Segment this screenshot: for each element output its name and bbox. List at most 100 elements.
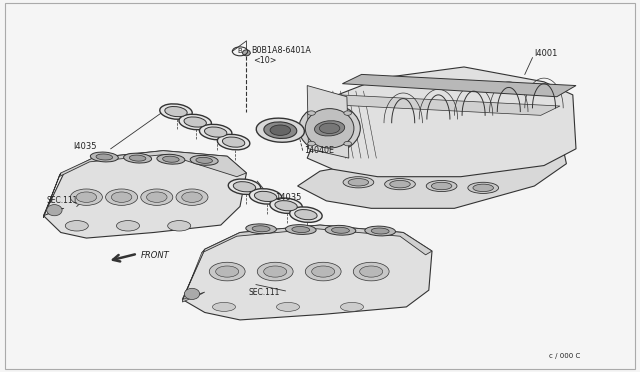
Ellipse shape: [168, 221, 191, 231]
Ellipse shape: [344, 141, 351, 146]
Ellipse shape: [299, 104, 360, 153]
Ellipse shape: [473, 184, 493, 192]
Ellipse shape: [184, 117, 206, 127]
Ellipse shape: [305, 109, 354, 148]
Ellipse shape: [332, 227, 349, 233]
Ellipse shape: [196, 157, 212, 163]
Ellipse shape: [106, 189, 138, 205]
Ellipse shape: [348, 179, 369, 186]
Ellipse shape: [209, 262, 245, 281]
Ellipse shape: [308, 111, 316, 115]
Polygon shape: [307, 86, 349, 158]
Ellipse shape: [252, 226, 270, 232]
Polygon shape: [182, 249, 205, 301]
Ellipse shape: [234, 182, 255, 192]
Polygon shape: [182, 225, 432, 320]
Ellipse shape: [223, 137, 244, 147]
Ellipse shape: [176, 189, 208, 205]
Ellipse shape: [205, 127, 227, 137]
Polygon shape: [202, 225, 432, 255]
Ellipse shape: [270, 198, 302, 214]
Ellipse shape: [246, 224, 276, 234]
Ellipse shape: [163, 156, 179, 162]
Ellipse shape: [243, 50, 250, 56]
Ellipse shape: [200, 124, 232, 140]
Text: l4001: l4001: [534, 49, 558, 58]
Ellipse shape: [90, 152, 118, 162]
Polygon shape: [307, 67, 576, 177]
Ellipse shape: [360, 266, 383, 277]
Ellipse shape: [257, 262, 293, 281]
Ellipse shape: [290, 207, 322, 222]
Ellipse shape: [312, 266, 335, 277]
Ellipse shape: [76, 192, 97, 202]
Text: l4035: l4035: [74, 142, 97, 151]
Ellipse shape: [340, 302, 364, 311]
Ellipse shape: [270, 125, 291, 135]
Ellipse shape: [70, 189, 102, 205]
Ellipse shape: [228, 179, 260, 195]
Ellipse shape: [212, 302, 236, 311]
Polygon shape: [298, 149, 566, 208]
Ellipse shape: [314, 121, 345, 136]
Ellipse shape: [124, 153, 152, 163]
Ellipse shape: [116, 221, 140, 231]
Ellipse shape: [218, 134, 250, 150]
Ellipse shape: [129, 155, 146, 161]
Ellipse shape: [319, 123, 340, 134]
Text: B: B: [237, 48, 243, 54]
Polygon shape: [44, 173, 61, 218]
Ellipse shape: [305, 262, 341, 281]
Ellipse shape: [182, 192, 202, 202]
Text: c / 000 C: c / 000 C: [549, 353, 580, 359]
Ellipse shape: [256, 118, 305, 142]
Ellipse shape: [165, 106, 187, 117]
Ellipse shape: [292, 227, 310, 232]
Ellipse shape: [385, 179, 415, 190]
Ellipse shape: [160, 104, 192, 119]
Text: FRONT: FRONT: [141, 251, 170, 260]
Ellipse shape: [390, 180, 410, 188]
Ellipse shape: [264, 122, 297, 138]
Ellipse shape: [426, 180, 457, 192]
Ellipse shape: [216, 266, 239, 277]
Ellipse shape: [190, 155, 218, 165]
Ellipse shape: [179, 114, 211, 130]
Ellipse shape: [353, 262, 389, 281]
Ellipse shape: [250, 189, 282, 204]
Polygon shape: [59, 151, 246, 177]
Text: SEC.111: SEC.111: [248, 288, 280, 297]
Ellipse shape: [141, 189, 173, 205]
Polygon shape: [342, 74, 576, 97]
Text: B0B1A8-6401A: B0B1A8-6401A: [252, 46, 312, 55]
Ellipse shape: [276, 302, 300, 311]
Ellipse shape: [47, 205, 62, 216]
Text: 14035: 14035: [275, 193, 301, 202]
Ellipse shape: [371, 228, 389, 234]
Ellipse shape: [308, 141, 316, 146]
Ellipse shape: [431, 182, 452, 190]
Polygon shape: [44, 208, 64, 216]
Ellipse shape: [295, 209, 317, 220]
Text: 14040E: 14040E: [304, 146, 334, 155]
Polygon shape: [182, 292, 205, 302]
Ellipse shape: [264, 266, 287, 277]
Polygon shape: [320, 95, 560, 115]
Ellipse shape: [255, 191, 276, 202]
Ellipse shape: [285, 225, 316, 234]
Ellipse shape: [96, 154, 113, 160]
Polygon shape: [44, 151, 246, 238]
Ellipse shape: [468, 182, 499, 193]
Ellipse shape: [147, 192, 167, 202]
Ellipse shape: [325, 225, 356, 235]
Ellipse shape: [343, 177, 374, 188]
Ellipse shape: [111, 192, 132, 202]
Ellipse shape: [344, 111, 351, 115]
Ellipse shape: [184, 288, 200, 299]
Ellipse shape: [157, 154, 185, 164]
Ellipse shape: [65, 221, 88, 231]
Text: SEC.111: SEC.111: [47, 196, 78, 205]
Text: <10>: <10>: [253, 56, 277, 65]
Ellipse shape: [275, 201, 297, 211]
Ellipse shape: [365, 226, 396, 236]
